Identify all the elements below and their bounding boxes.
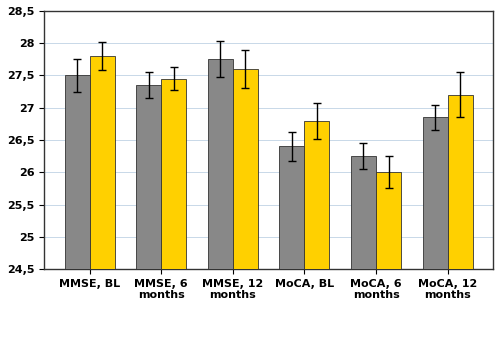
Bar (64, 76, 90, 269)
Bar (161, 79, 186, 269)
Bar (376, 172, 401, 269)
Bar (233, 69, 258, 269)
Bar (304, 121, 330, 269)
Bar (448, 95, 472, 269)
Bar (422, 117, 448, 269)
Bar (208, 59, 233, 269)
Bar (90, 56, 114, 269)
Bar (351, 156, 376, 269)
Bar (280, 147, 304, 269)
Bar (136, 85, 161, 269)
